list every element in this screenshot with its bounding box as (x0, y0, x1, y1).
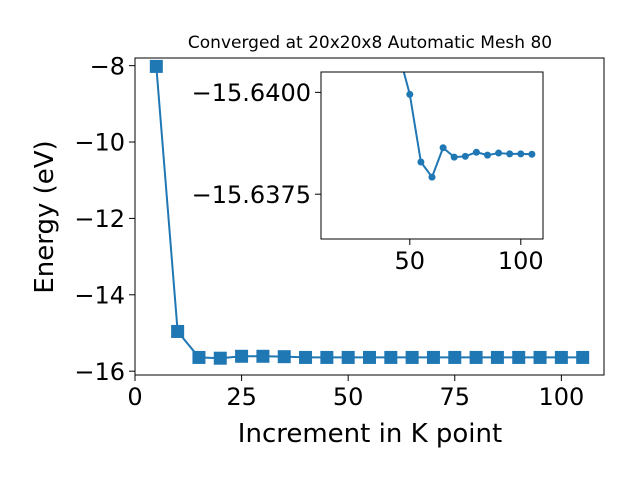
inset-data-point (472, 148, 480, 156)
inset-data-point (406, 90, 414, 98)
main-y-tick-label: −16 (74, 358, 125, 386)
inset-x-tick-label: 100 (498, 247, 544, 275)
inset-series (402, 72, 536, 181)
main-data-point (576, 350, 590, 364)
inset-data-point (450, 153, 458, 161)
inset-y-tick-label: −15.6375 (192, 181, 311, 209)
main-y-tick-label: −14 (74, 281, 125, 309)
main-data-point (341, 350, 355, 364)
main-data-point (363, 350, 376, 364)
main-x-tick-label: 0 (127, 383, 142, 411)
main-y-tick-label: −10 (74, 129, 125, 157)
main-data-point (384, 350, 398, 364)
inset-data-point (461, 152, 469, 160)
main-data-point (554, 350, 568, 364)
inset-y-axis: −15.6400 −15.6375 (192, 79, 321, 209)
inset-data-point (517, 150, 525, 158)
inset-x-axis: 50 100 (395, 239, 544, 275)
inset-plot-frame (320, 71, 544, 240)
x-axis-label: Increment in K point (238, 419, 502, 449)
inset-data-point (417, 158, 425, 166)
main-data-point (149, 59, 163, 73)
main-data-point (192, 350, 206, 364)
main-plot-frame (134, 57, 605, 376)
main-data-point (490, 350, 504, 364)
main-plot: Converged at 20x20x8 Automatic Mesh 80 0… (30, 33, 605, 449)
main-data-point (235, 349, 249, 363)
inset-y-tick-label: −15.6400 (192, 79, 311, 107)
main-x-tick-label: 25 (226, 383, 257, 411)
main-x-tick-label: 100 (538, 383, 584, 411)
main-y-tick-label: −12 (74, 205, 125, 233)
y-axis-label: Energy (eV) (30, 140, 60, 293)
inset-data-point (495, 149, 503, 157)
inset-data-point (484, 151, 491, 159)
main-data-point (426, 350, 440, 364)
inset-plot: 50 100 −15.6400 −15.6375 (192, 71, 544, 275)
main-data-point (256, 349, 270, 363)
main-y-axis: −8 −10 −12 −14 −16 (74, 52, 135, 386)
inset-data-point (428, 173, 436, 181)
chart-title: Converged at 20x20x8 Automatic Mesh 80 (188, 33, 552, 53)
main-data-point (320, 350, 334, 364)
main-x-tick-label: 50 (333, 383, 364, 411)
inset-x-tick-label: 50 (395, 247, 426, 275)
main-data-point (533, 350, 547, 364)
main-data-point (277, 350, 291, 364)
inset-background (321, 72, 543, 239)
main-series (149, 59, 590, 365)
main-x-axis: 0 25 50 75 100 (127, 375, 584, 411)
main-data-point (299, 350, 313, 364)
inset-data-point (506, 150, 514, 158)
main-y-tick-label: −8 (90, 52, 125, 80)
main-data-point (213, 351, 227, 365)
inset-data-point (528, 150, 536, 158)
main-data-point (448, 350, 462, 364)
main-data-point (469, 350, 483, 364)
main-x-tick-label: 75 (439, 383, 470, 411)
main-data-point (512, 350, 526, 364)
inset-data-point (439, 144, 447, 152)
main-data-point (171, 324, 185, 338)
main-data-point (405, 350, 419, 364)
